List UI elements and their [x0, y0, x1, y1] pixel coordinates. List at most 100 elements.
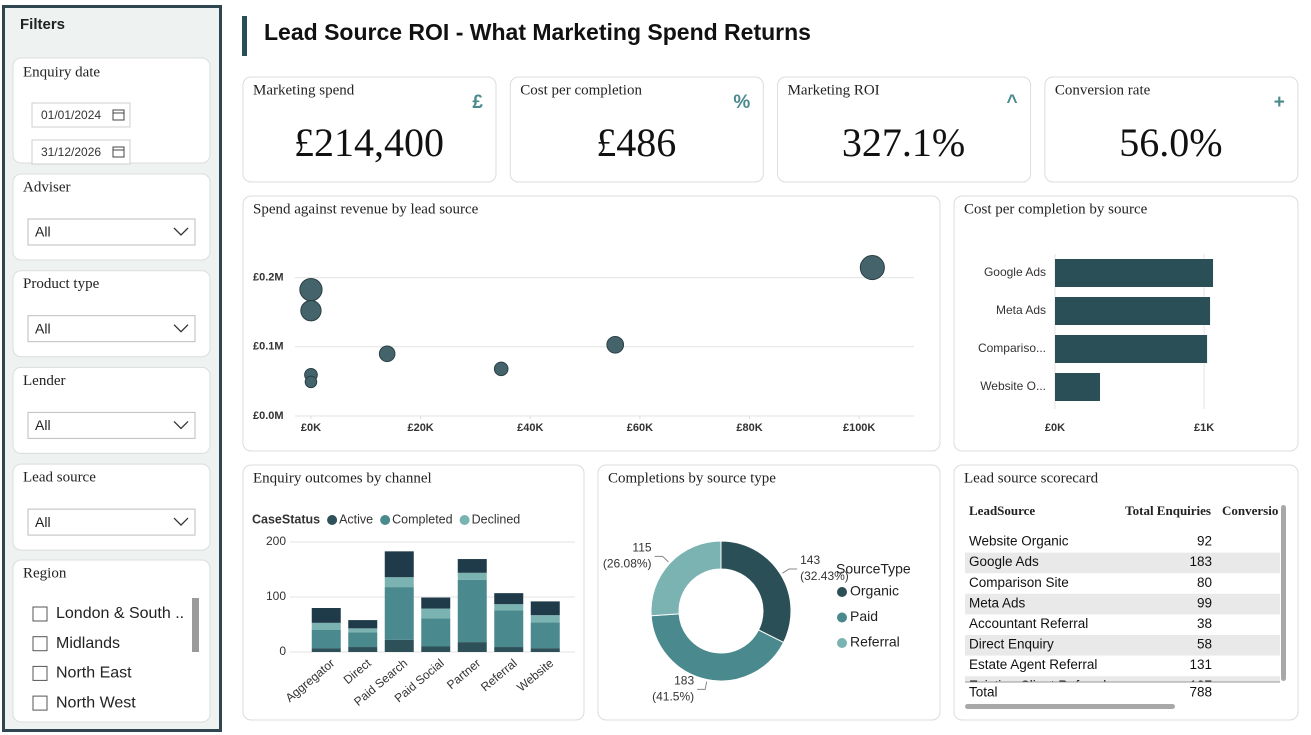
chevron — [173, 517, 189, 527]
region-option: North East — [56, 665, 132, 682]
bar-segment — [457, 572, 487, 580]
kpi-icon: ^ — [1006, 92, 1017, 113]
date-value: 01/01/2024 — [41, 108, 101, 122]
donut-segment — [650, 613, 785, 682]
scrollbar[interactable] — [1281, 505, 1286, 681]
y-tick-label: £0.0M — [253, 410, 284, 422]
bar-segment — [348, 620, 378, 629]
bar-segment — [348, 628, 378, 633]
y-tick-label: 100 — [266, 589, 286, 603]
bar-segment — [530, 648, 560, 652]
checkbox[interactable] — [32, 606, 48, 622]
kpi-card — [777, 76, 1032, 183]
bar-segment — [457, 642, 487, 652]
chevron — [173, 420, 189, 430]
category-label: Compariso... — [978, 341, 1046, 355]
dropdown[interactable] — [27, 315, 196, 343]
legend-title: CaseStatus — [252, 512, 320, 526]
cell: 107 — [1189, 678, 1212, 693]
legend-title: SourceType — [836, 561, 911, 577]
legend-label: Completed — [392, 512, 452, 526]
column-header: Conversio — [1222, 503, 1278, 518]
date-input[interactable] — [31, 102, 131, 128]
bar-segment — [384, 587, 414, 640]
filter-label: Lead source — [23, 470, 96, 486]
legend-swatch — [837, 587, 847, 597]
checkbox[interactable] — [32, 665, 48, 681]
total-value: 788 — [1189, 685, 1212, 700]
region-option: London & South .. — [56, 605, 184, 622]
checkbox[interactable] — [32, 695, 48, 711]
kpi-label: Cost per completion — [520, 82, 642, 98]
kpi-label: Marketing spend — [253, 82, 355, 98]
cell: 38 — [1197, 616, 1212, 631]
x-tick-label: £1K — [1194, 422, 1214, 434]
chart-title: Spend against revenue by lead source — [253, 201, 479, 217]
bar-segment — [494, 647, 524, 652]
dropdown[interactable] — [27, 508, 196, 536]
cell: Accountant Referral — [969, 616, 1088, 631]
kpi-value: £214,400 — [294, 120, 444, 165]
calendar-icon — [112, 109, 125, 121]
chart-card — [242, 195, 941, 452]
calendar-icon — [112, 146, 125, 158]
bar-segment — [494, 604, 524, 611]
filter-heading: Filters — [20, 16, 65, 33]
legend-swatch — [380, 515, 391, 525]
category-label: Meta Ads — [996, 303, 1046, 317]
cell: Website Organic — [969, 534, 1069, 549]
x-tick-label: £20K — [407, 422, 433, 434]
filter-card — [12, 559, 211, 723]
column-header: LeadSource — [969, 503, 1035, 518]
filter-label: Enquiry date — [23, 64, 100, 80]
cell: Existing Client Referral — [969, 678, 1106, 693]
data-label: 143 — [800, 553, 820, 567]
bar-segment — [494, 610, 524, 648]
bar-segment — [311, 648, 341, 652]
title-accent — [242, 16, 247, 56]
kpi-card — [242, 76, 497, 183]
column-header: Total Enquiries — [1125, 503, 1211, 518]
row-stripe — [965, 593, 1280, 615]
bar-segment — [311, 630, 341, 649]
bar-segment — [457, 579, 487, 643]
dropdown[interactable] — [27, 411, 196, 439]
point — [493, 361, 509, 377]
legend-label: Paid — [850, 608, 878, 624]
total-label: Total — [969, 685, 998, 700]
scrollbar[interactable] — [965, 704, 1175, 709]
dropdown[interactable] — [27, 218, 196, 246]
bar — [1055, 297, 1211, 325]
dropdown-value: All — [35, 320, 51, 336]
bar-segment — [421, 646, 451, 652]
kpi-icon: £ — [472, 92, 483, 113]
point — [606, 335, 625, 354]
legend-label: Referral — [850, 634, 900, 650]
cell: Comparison Site — [969, 575, 1069, 590]
cell: 131 — [1189, 657, 1212, 672]
kpi-value: 56.0% — [1119, 120, 1222, 165]
bar-segment — [530, 601, 560, 616]
bar-segment — [530, 622, 560, 649]
checkbox[interactable] — [32, 636, 48, 652]
point — [378, 345, 396, 363]
kpi-card — [509, 76, 764, 183]
bar-segment — [421, 608, 451, 619]
donut-segment — [650, 540, 722, 617]
date-input[interactable] — [31, 139, 131, 165]
bar-segment — [311, 608, 341, 623]
page-title: Lead Source ROI - What Marketing Spend R… — [264, 19, 811, 45]
kpi-label: Marketing ROI — [788, 82, 880, 98]
leader-line — [782, 568, 798, 574]
cell: Google Ads — [969, 554, 1039, 569]
filter-label: Region — [23, 565, 67, 581]
row-stripe — [965, 676, 1280, 682]
x-tick-label: £0K — [301, 422, 321, 434]
filter-label: Adviser — [23, 179, 71, 195]
data-label-percent: (41.5%) — [652, 690, 694, 704]
region-option: Midlands — [56, 635, 120, 652]
chart-title: Enquiry outcomes by channel — [253, 470, 432, 486]
x-tick-label: £40K — [517, 422, 543, 434]
bar-segment — [457, 559, 487, 573]
